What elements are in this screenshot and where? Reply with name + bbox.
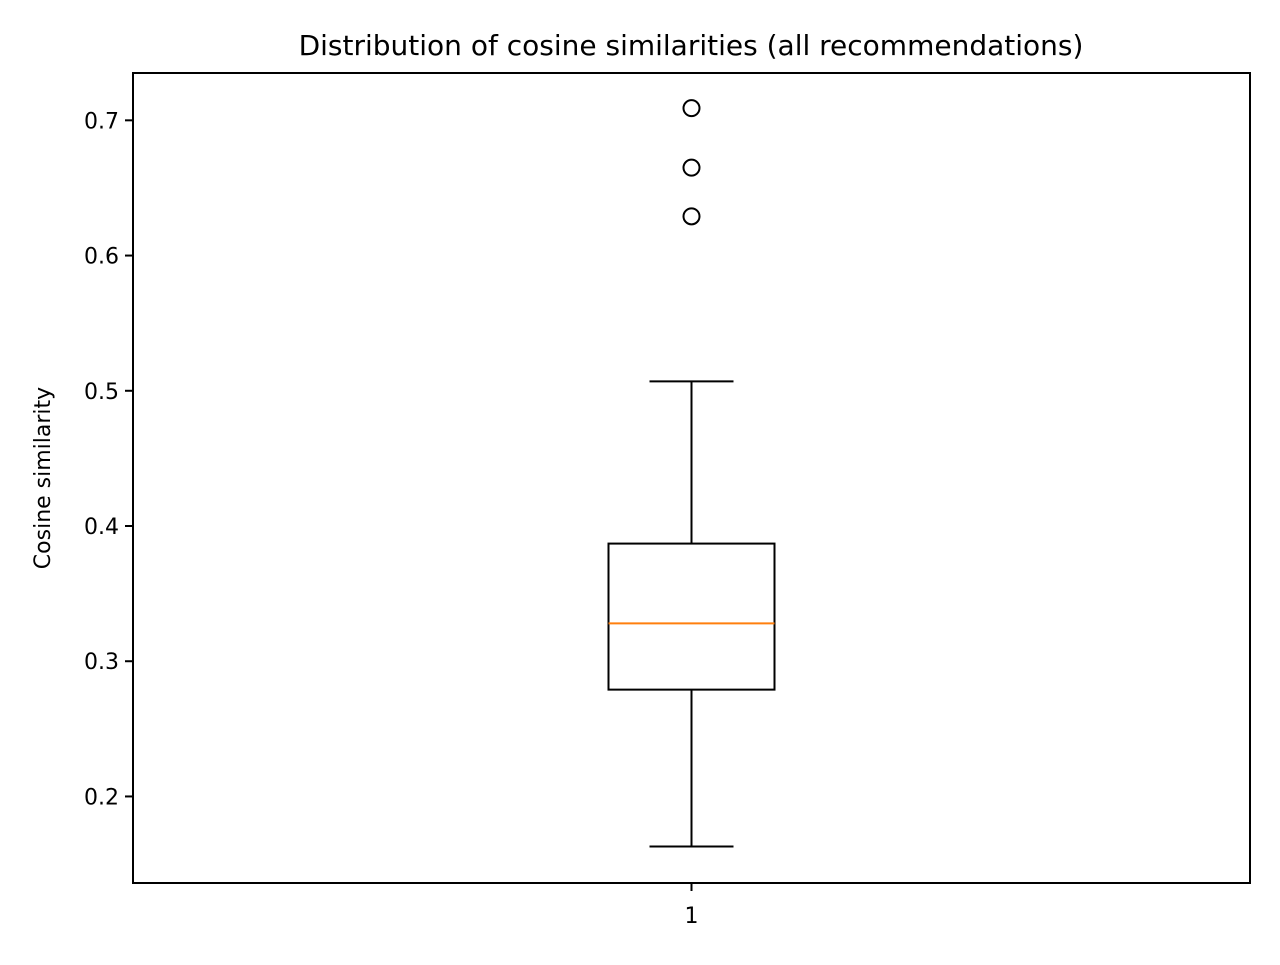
x-tick-label: 1 bbox=[685, 904, 699, 929]
y-tick-label: 0.3 bbox=[84, 650, 119, 675]
outlier-point bbox=[682, 158, 701, 177]
outlier-point bbox=[682, 99, 701, 118]
y-tick-label: 0.6 bbox=[84, 245, 119, 270]
y-axis-label: Cosine similarity bbox=[31, 387, 56, 569]
iqr-box bbox=[607, 542, 776, 691]
y-tick-label: 0.2 bbox=[84, 785, 119, 810]
outlier-point bbox=[682, 207, 701, 226]
y-tick-label: 0.4 bbox=[84, 515, 119, 540]
y-tick-label: 0.5 bbox=[84, 380, 119, 405]
y-tick-label: 0.7 bbox=[84, 109, 119, 134]
chart-marks: 0.2 0.3 0.4 0.5 0.6 0.7 1 bbox=[84, 99, 776, 929]
chart-title: Distribution of cosine similarities (all… bbox=[299, 29, 1084, 62]
